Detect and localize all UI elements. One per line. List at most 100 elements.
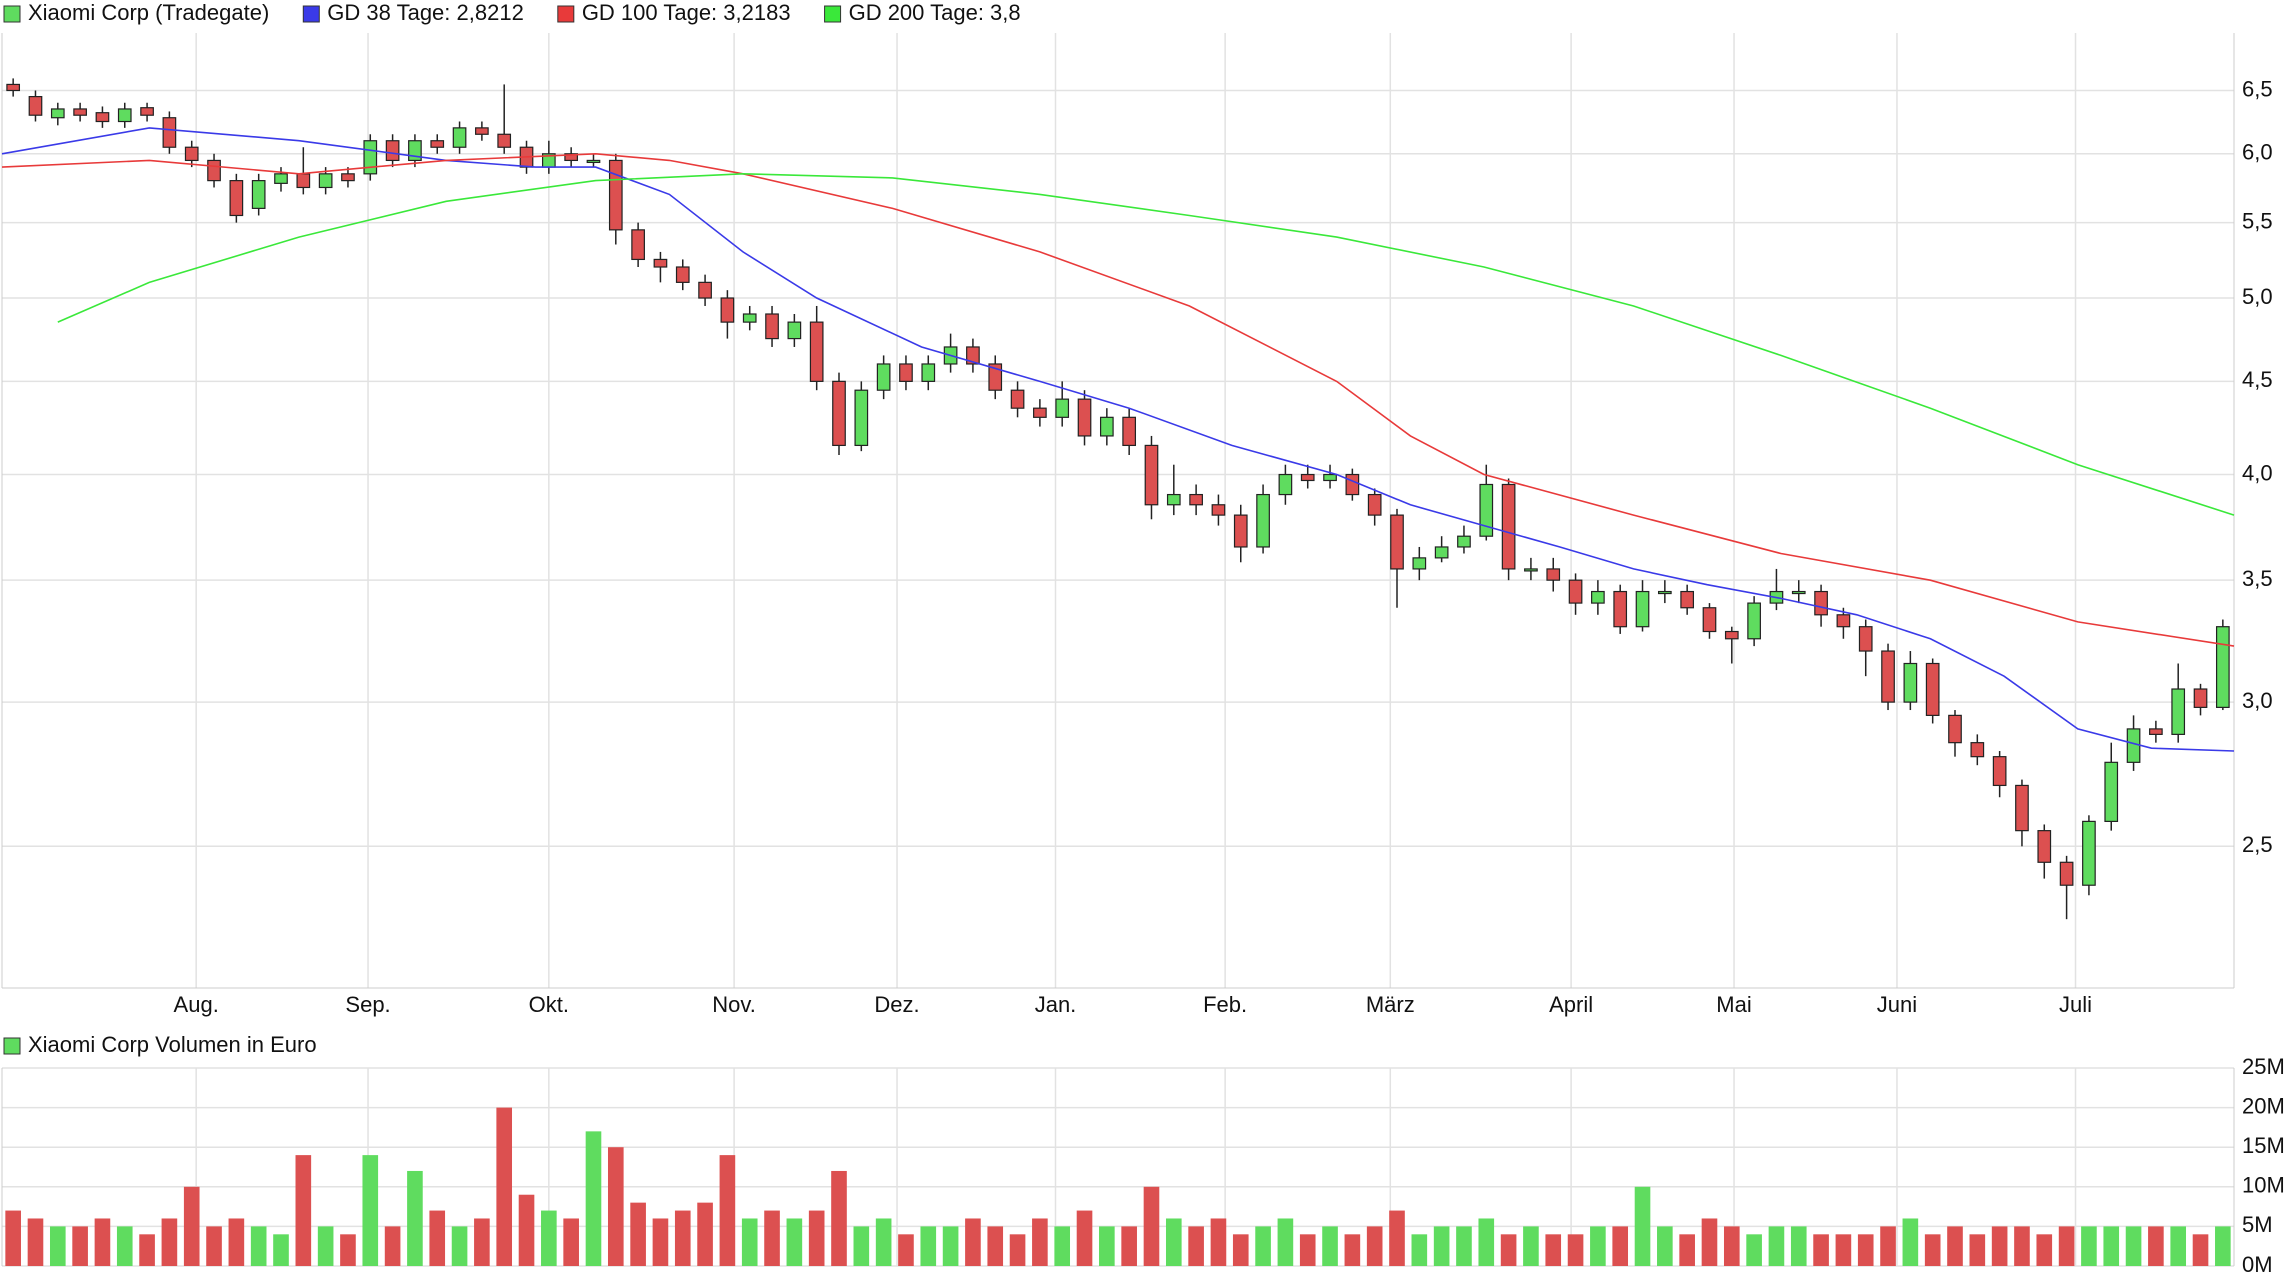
volume-bar — [273, 1234, 289, 1266]
candle-body — [1479, 483, 1494, 537]
candle-body — [1323, 473, 1337, 482]
candle-body — [117, 108, 132, 123]
candle-body — [720, 297, 735, 323]
candle-body — [966, 346, 980, 365]
volume-bar — [585, 1131, 602, 1266]
moving-average-line — [1, 152, 2235, 647]
candle-body — [1300, 473, 1315, 482]
moving-average-line — [1, 127, 2235, 752]
candle-body — [698, 281, 712, 299]
volume-bar — [2170, 1226, 2187, 1266]
candle-body — [1970, 742, 1985, 758]
candle-body — [1791, 590, 1806, 595]
candle-body — [73, 108, 87, 116]
legend-swatch — [302, 5, 320, 23]
volume-bar — [1277, 1218, 1294, 1266]
volume-bar — [1567, 1234, 1584, 1266]
candle-body — [1434, 546, 1449, 559]
volume-bar — [1032, 1218, 1048, 1266]
candle-body — [2126, 728, 2141, 763]
candle-body — [6, 83, 21, 92]
volume-bar — [250, 1226, 267, 1266]
volume-bar — [72, 1226, 88, 1266]
candle-body — [296, 173, 311, 189]
volume-bar — [384, 1226, 401, 1266]
volume-bar — [1991, 1226, 2008, 1266]
candle-body — [184, 146, 199, 162]
volume-bar — [1478, 1218, 1495, 1266]
volume-bar — [2058, 1226, 2075, 1266]
candle-body — [1992, 756, 2007, 787]
volume-bar — [898, 1234, 914, 1266]
candle-body — [1345, 473, 1360, 496]
volume-bar — [1590, 1226, 1606, 1266]
x-tick-label: Juli — [2059, 992, 2092, 1017]
volume-bar — [1143, 1186, 1160, 1266]
x-tick-label: Juni — [1877, 992, 1917, 1017]
volume-bar — [1634, 1186, 1651, 1266]
candle-body — [1233, 514, 1248, 548]
volume-bar — [719, 1155, 736, 1266]
candle-body — [631, 229, 645, 261]
candle-body — [1881, 650, 1895, 703]
volume-bar — [853, 1226, 870, 1266]
volume-bar — [1054, 1226, 1071, 1266]
volume-bar — [317, 1226, 334, 1266]
y-tick-label: 10M — [2242, 1173, 2285, 1198]
candle-body — [1814, 590, 1828, 616]
volume-bar — [2014, 1226, 2030, 1266]
x-tick-label: Okt. — [529, 992, 569, 1017]
volume-bar — [407, 1170, 423, 1266]
candle-body — [2193, 688, 2208, 708]
candle-body — [475, 127, 489, 135]
volume-bar — [451, 1226, 468, 1266]
volume-bar — [49, 1226, 66, 1266]
volume-bar — [1121, 1226, 1137, 1266]
volume-bar — [764, 1210, 780, 1266]
volume-bar — [139, 1234, 155, 1266]
candle-body — [899, 363, 913, 382]
candle-body — [1501, 483, 1516, 570]
volume-bar — [1723, 1226, 1740, 1266]
volume-bar — [652, 1218, 669, 1266]
candle-body — [1680, 590, 1695, 609]
candle-body — [787, 321, 802, 340]
candle-body — [1077, 398, 1092, 437]
volume-bar — [518, 1194, 535, 1266]
candle-body — [1189, 493, 1203, 506]
candle-body — [28, 95, 43, 116]
candle-body — [1925, 662, 1940, 716]
volume-bar — [541, 1210, 557, 1266]
volume-bar — [2148, 1226, 2164, 1266]
volume-bar — [1835, 1234, 1852, 1266]
legend-label: Xiaomi Corp Volumen in Euro — [28, 1032, 317, 1057]
volume-bar — [1768, 1226, 1785, 1266]
volume-bar — [741, 1218, 758, 1266]
candle-body — [1724, 630, 1739, 640]
candle-body — [140, 107, 154, 116]
candle-body — [1390, 514, 1404, 570]
volume-bar — [1746, 1234, 1762, 1266]
moving-average-line — [57, 172, 2235, 516]
volume-bar — [1880, 1226, 1896, 1266]
candle-body — [162, 117, 177, 148]
candle-body — [1278, 473, 1293, 496]
x-tick-label: Feb. — [1203, 992, 1247, 1017]
candle-body — [2171, 688, 2186, 735]
volume-bar — [1366, 1226, 1383, 1266]
legend-swatch — [824, 5, 842, 23]
volume-bar — [1076, 1210, 1093, 1266]
y-tick-label: 5,0 — [2242, 284, 2273, 309]
y-tick-label: 3,5 — [2242, 566, 2273, 591]
candle-body — [385, 140, 400, 162]
volume-bar — [786, 1218, 803, 1266]
y-tick-label: 2,5 — [2242, 832, 2273, 857]
candle-body — [1635, 590, 1650, 628]
volume-bar — [1411, 1234, 1428, 1266]
candle-body — [1099, 416, 1114, 437]
candle-body — [1613, 590, 1628, 628]
candle-body — [1211, 504, 1226, 516]
x-tick-label: Jan. — [1035, 992, 1077, 1017]
